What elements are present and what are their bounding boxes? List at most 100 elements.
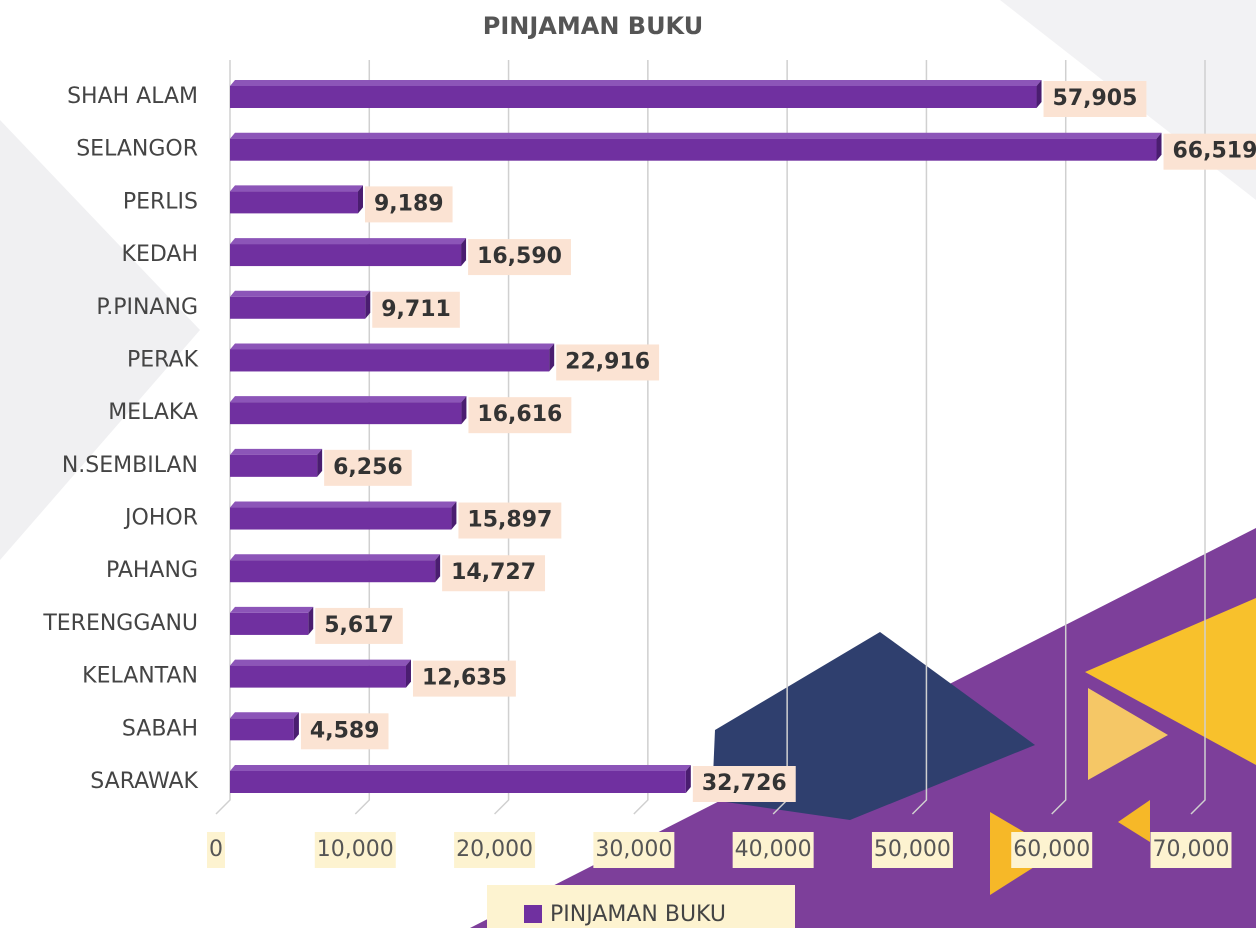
legend-label: PINJAMAN BUKU (550, 902, 726, 927)
bar (230, 612, 309, 635)
bar-end (357, 185, 363, 214)
bar (230, 402, 462, 425)
bar-end (461, 396, 467, 425)
value-label-bg (324, 449, 412, 486)
legend: PINJAMAN BUKU (487, 885, 795, 928)
bar-end (365, 290, 371, 319)
bar-end (549, 343, 555, 372)
bar-end (1036, 80, 1042, 108)
value-label-bg (458, 502, 562, 539)
x-tick-label: 30,000 (595, 837, 672, 862)
value-label-bg (412, 660, 516, 697)
x-tick-label: 60,000 (1013, 837, 1090, 862)
bar-end (451, 501, 457, 530)
bar (230, 138, 1157, 161)
y-tick-label: SARAWAK (90, 769, 198, 794)
x-tick-label: 70,000 (1153, 837, 1230, 862)
y-tick-label: N.SEMBILAN (62, 453, 198, 478)
bar-top (230, 238, 467, 245)
value-label-bg (300, 713, 389, 750)
bar (230, 507, 452, 530)
value-label: 32,726 (702, 771, 787, 796)
value-label: 12,635 (422, 666, 507, 691)
value-label: 57,905 (1053, 86, 1138, 111)
x-tick-label: 0 (209, 837, 223, 862)
bar-top (230, 343, 555, 350)
y-tick-label: TERENGGANU (42, 611, 198, 636)
bar (230, 560, 436, 583)
bar-end (405, 659, 411, 688)
value-label: 6,256 (333, 455, 403, 480)
value-label: 9,189 (374, 191, 444, 216)
tick-label-bg (207, 832, 225, 868)
x-tick-label: 40,000 (735, 837, 812, 862)
value-label: 22,916 (565, 349, 650, 374)
bar (230, 86, 1037, 108)
y-tick-label: SELANGOR (76, 137, 198, 162)
value-label: 4,589 (310, 718, 380, 743)
bar-end (317, 448, 323, 477)
bar-end (685, 765, 691, 793)
grid-line (1051, 60, 1067, 815)
value-label-bg (556, 344, 660, 381)
value-label-bg (468, 397, 572, 434)
tick-label-bg (732, 832, 814, 868)
bar-top (230, 290, 371, 297)
bar-top (230, 501, 457, 508)
bar-top (230, 448, 323, 455)
tick-label-bg (454, 832, 536, 868)
x-tick-label: 20,000 (456, 837, 533, 862)
bar-top (230, 132, 1162, 139)
decor (0, 120, 200, 560)
x-tick-label: 50,000 (874, 837, 951, 862)
tick-label-bg (1150, 832, 1232, 868)
bar-top (230, 554, 441, 561)
decor (1088, 688, 1168, 780)
y-tick-label: PAHANG (106, 558, 198, 583)
grid-line (1190, 60, 1206, 815)
tick-label-bg (1011, 832, 1093, 868)
value-label: 9,711 (381, 297, 451, 322)
decor (1085, 598, 1256, 765)
value-label-bg (442, 555, 546, 592)
bar (230, 349, 550, 372)
decor (1118, 800, 1150, 842)
value-label-bg (692, 766, 796, 802)
bar-top (230, 659, 411, 666)
grid-line (494, 60, 510, 815)
bar-end (293, 712, 299, 741)
y-tick-label: P.PINANG (96, 295, 198, 320)
bar (230, 771, 686, 793)
value-label: 14,727 (451, 560, 536, 585)
bar-top (230, 765, 691, 771)
value-label-bg (315, 607, 403, 644)
value-label: 66,519 (1173, 139, 1256, 164)
value-label-bg (468, 239, 571, 276)
bar (230, 191, 358, 214)
y-tick-label: SHAH ALAM (67, 84, 198, 109)
tick-label-bg (593, 832, 675, 868)
value-label-bg (364, 186, 453, 223)
y-tick-label: MELAKA (108, 400, 198, 425)
value-label: 16,590 (477, 244, 562, 269)
bar-end (308, 606, 314, 635)
y-tick-label: JOHOR (123, 506, 198, 531)
value-label: 15,897 (467, 508, 552, 533)
y-tick-label: KEDAH (122, 242, 198, 267)
bar (230, 718, 294, 741)
bar-top (230, 80, 1042, 86)
bar-top (230, 712, 299, 719)
bar (230, 296, 366, 319)
y-tick-label: PERAK (127, 347, 199, 372)
value-label-bg (372, 291, 460, 328)
x-tick-label: 10,000 (317, 837, 394, 862)
y-tick-label: PERLIS (123, 189, 198, 214)
grid-line (911, 60, 928, 815)
bar-top (230, 396, 467, 403)
chart-title: PINJAMAN BUKU (483, 12, 703, 40)
bar (230, 665, 406, 688)
value-label-bg (1163, 133, 1256, 170)
bar-end (461, 238, 467, 267)
bar (230, 244, 462, 267)
value-label: 16,616 (477, 402, 562, 427)
